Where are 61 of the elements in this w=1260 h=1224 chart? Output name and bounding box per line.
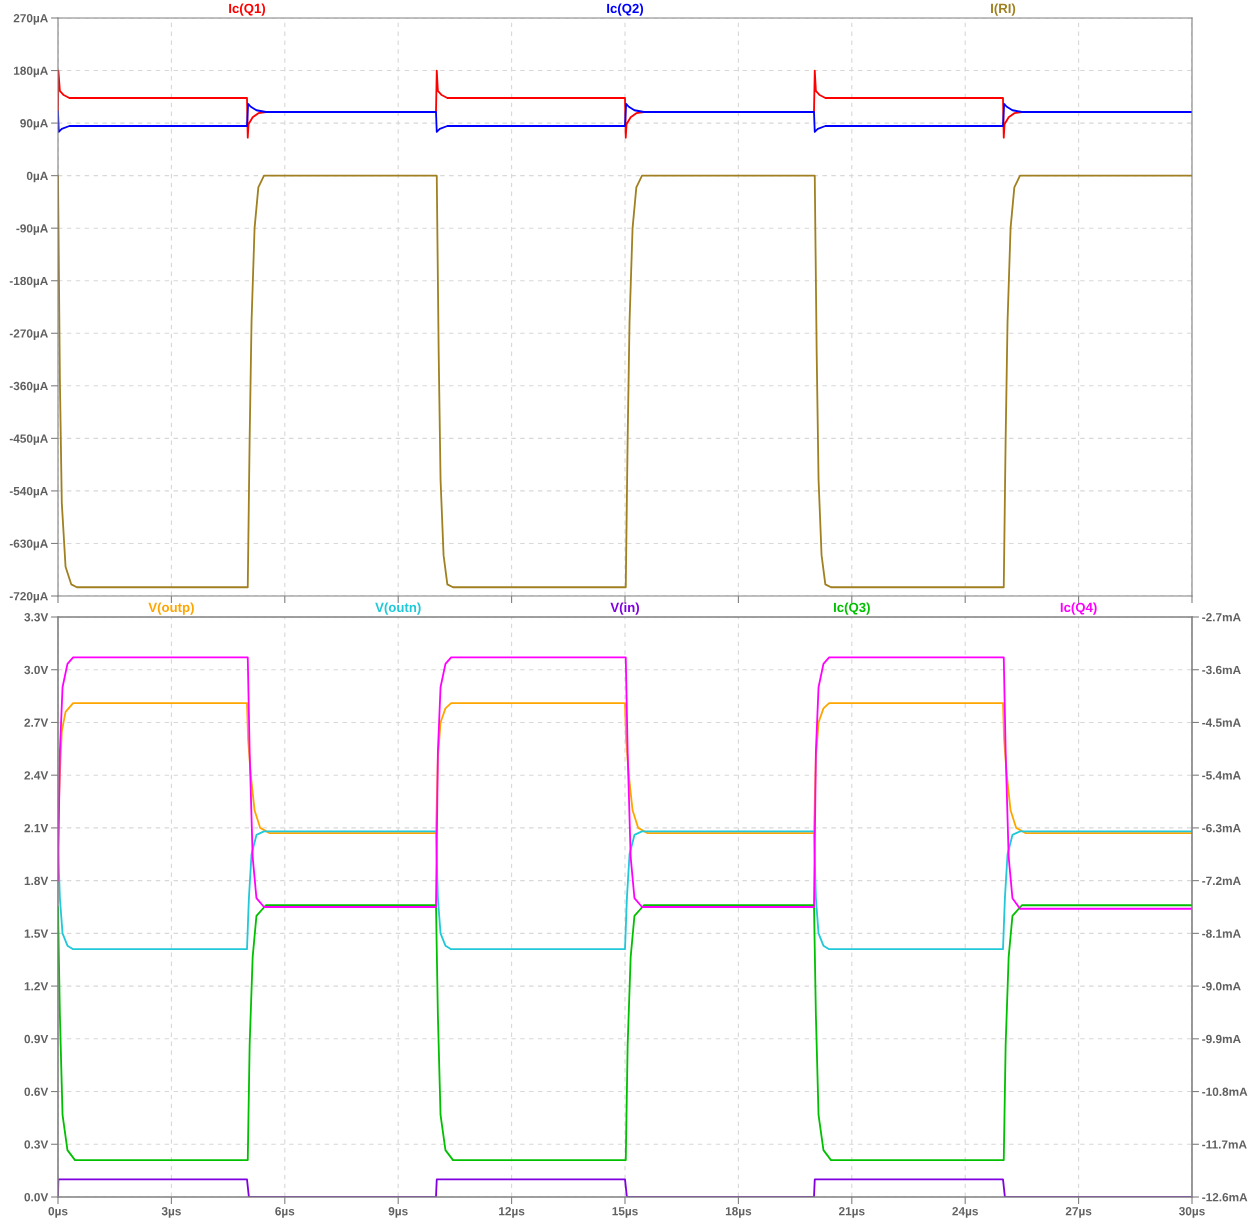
- y2-tick-label: -11.7mA: [1202, 1140, 1247, 1149]
- line-series: [58, 174, 1192, 589]
- x-tick-label: 21µs: [838, 1207, 865, 1218]
- y-tick-label: 0.3V: [24, 1140, 49, 1149]
- y-tick-label: 0.0V: [24, 1193, 49, 1202]
- line-series: [58, 102, 1192, 133]
- y2-tick-label: -7.2mA: [1202, 876, 1241, 885]
- x-tick-label: 12µs: [499, 1207, 525, 1218]
- y-tick-label: 3.0V: [24, 665, 49, 675]
- text: V(outn): [375, 602, 421, 615]
- y-tick-label: -540µA: [9, 486, 48, 498]
- line-series: [58, 656, 1192, 910]
- y-tick-label: 0.6V: [24, 1087, 49, 1096]
- y2-tick-label: -9.9mA: [1202, 1034, 1241, 1044]
- x-tick-label: 15µs: [612, 1207, 638, 1218]
- y-tick-label: 2.7V: [24, 718, 49, 727]
- y-tick-label: 0.9V: [24, 1034, 49, 1044]
- text: I(RI): [991, 3, 1016, 16]
- y-tick-label: -630µA: [9, 539, 48, 551]
- y-tick-label: -360µA: [9, 381, 48, 393]
- text: Ic(Q4): [1060, 602, 1097, 615]
- text: Ic(Q3): [833, 602, 870, 615]
- y-tick-label: -180µA: [9, 276, 48, 288]
- x-tick-label: 6µs: [275, 1207, 295, 1218]
- text: V(outp): [148, 602, 194, 615]
- y2-tick-label: -10.8mA: [1202, 1087, 1248, 1096]
- y2-tick-label: -3.6mA: [1202, 665, 1241, 675]
- y-tick-label: 1.5V: [24, 929, 49, 938]
- line-series: [58, 830, 1192, 951]
- y2-tick-label: -8.1mA: [1202, 929, 1241, 938]
- y-tick-label: 270µA: [13, 14, 48, 25]
- y2-tick-label: -6.3mA: [1202, 823, 1241, 833]
- text: V(in): [610, 602, 639, 615]
- x-tick-label: 9µs: [388, 1207, 408, 1218]
- y-tick-label: 2.4V: [24, 771, 49, 780]
- x-tick-label: 0µs: [48, 1207, 68, 1218]
- text: Ic(Q1): [229, 3, 266, 16]
- y-tick-label: 1.2V: [24, 982, 49, 991]
- line-series: [58, 702, 1192, 835]
- x-tick-label: 24µs: [952, 1207, 978, 1218]
- x-tick-label: 18µs: [725, 1207, 752, 1218]
- y-tick-label: 90µA: [20, 119, 48, 130]
- text: Ic(Q2): [607, 3, 644, 16]
- x-tick-label: 30µs: [1179, 1207, 1205, 1218]
- y-tick-label: 1.8V: [24, 876, 49, 886]
- y-tick-label: 3.3V: [24, 613, 49, 622]
- y2-tick-label: -12.6mA: [1202, 1193, 1248, 1202]
- x-tick-label: 3µs: [161, 1207, 181, 1218]
- y2-tick-label: -2.7mA: [1202, 613, 1241, 622]
- y2-tick-label: -9.0mA: [1202, 982, 1241, 991]
- y2-tick-label: -5.4mA: [1202, 771, 1241, 780]
- y-tick-label: -720µA: [9, 592, 48, 603]
- y-tick-label: -450µA: [9, 434, 48, 446]
- y-tick-label: 180µA: [14, 66, 48, 78]
- line-series: [58, 904, 1192, 1161]
- y2-tick-label: -4.5mA: [1202, 718, 1241, 727]
- x-tick-label: 27µs: [1065, 1207, 1092, 1218]
- y-tick-label: -270µA: [9, 329, 48, 340]
- y-tick-label: 0µA: [26, 171, 48, 183]
- y-tick-label: -90µA: [16, 224, 48, 235]
- y-tick-label: 2.1V: [24, 823, 49, 833]
